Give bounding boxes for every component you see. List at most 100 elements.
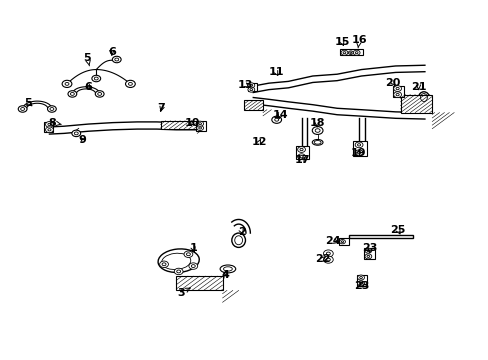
Circle shape [50,108,54,111]
Circle shape [343,52,345,54]
Text: 1: 1 [189,243,197,253]
Text: 6: 6 [84,82,92,92]
Circle shape [159,261,168,267]
Circle shape [94,77,98,80]
Circle shape [323,250,332,257]
Circle shape [326,252,330,255]
Bar [352,141,366,156]
Circle shape [352,50,359,55]
Circle shape [115,58,119,61]
Circle shape [48,123,51,126]
Circle shape [354,142,362,148]
Circle shape [299,156,303,158]
Bar [356,275,366,286]
Circle shape [249,84,252,86]
Circle shape [20,108,24,111]
Circle shape [297,147,305,152]
Text: 13: 13 [237,80,253,90]
Bar [295,145,309,159]
Circle shape [191,265,195,267]
Circle shape [196,121,203,126]
Bar [195,121,206,131]
Circle shape [62,80,72,87]
Circle shape [299,148,303,151]
Circle shape [357,144,360,146]
Text: 5: 5 [24,98,32,108]
Circle shape [247,87,254,92]
Circle shape [274,118,278,121]
Circle shape [183,251,192,257]
Circle shape [162,263,165,266]
Circle shape [196,126,203,131]
Text: 2: 2 [238,227,245,237]
Circle shape [198,127,201,129]
Ellipse shape [418,92,428,103]
Bar [43,122,53,132]
Circle shape [112,56,121,63]
Circle shape [72,130,81,136]
Bar [400,95,431,113]
Text: 25: 25 [389,225,405,235]
Circle shape [174,268,183,275]
Circle shape [70,93,74,95]
Circle shape [357,281,364,286]
Circle shape [359,276,362,279]
Ellipse shape [220,265,235,273]
Circle shape [18,106,27,112]
Circle shape [347,51,352,54]
Bar [160,121,197,129]
Circle shape [315,129,320,132]
Circle shape [341,241,343,243]
Circle shape [128,82,132,85]
Bar [339,49,363,55]
Circle shape [323,256,332,263]
Bar [363,248,374,259]
Circle shape [65,82,69,85]
Circle shape [47,106,56,112]
Text: 3: 3 [177,288,190,298]
Text: 16: 16 [350,35,366,48]
Text: 6: 6 [108,46,116,57]
Text: 12: 12 [251,138,266,147]
Circle shape [355,52,357,54]
Text: 8: 8 [48,118,61,128]
Text: 11: 11 [268,67,284,77]
Bar [338,238,348,245]
Text: 15: 15 [334,37,349,47]
Circle shape [74,132,78,135]
Circle shape [359,282,362,284]
Circle shape [247,83,254,88]
Circle shape [395,94,398,96]
Text: 20: 20 [385,78,400,88]
Bar [392,86,403,97]
Circle shape [95,91,104,97]
Text: 9: 9 [79,135,86,145]
Circle shape [357,275,364,280]
Text: 21: 21 [410,82,426,92]
Text: 19: 19 [349,148,365,158]
Circle shape [98,93,102,95]
Circle shape [354,150,362,156]
Text: 24: 24 [325,236,340,246]
Circle shape [339,239,345,244]
Text: 22: 22 [314,254,329,264]
Circle shape [326,258,330,261]
Circle shape [188,263,197,269]
Bar [348,234,412,238]
Ellipse shape [158,249,199,273]
Bar [244,100,263,110]
Circle shape [249,89,252,91]
Text: 14: 14 [272,111,287,121]
Circle shape [45,122,53,127]
Text: 23: 23 [362,243,377,253]
Circle shape [271,116,281,123]
Circle shape [366,255,369,257]
Text: 7: 7 [158,103,165,113]
Circle shape [68,91,77,97]
Circle shape [48,129,51,131]
Circle shape [312,127,323,134]
Circle shape [393,86,401,91]
Circle shape [349,52,351,53]
Text: 10: 10 [185,118,200,128]
Circle shape [125,80,135,87]
